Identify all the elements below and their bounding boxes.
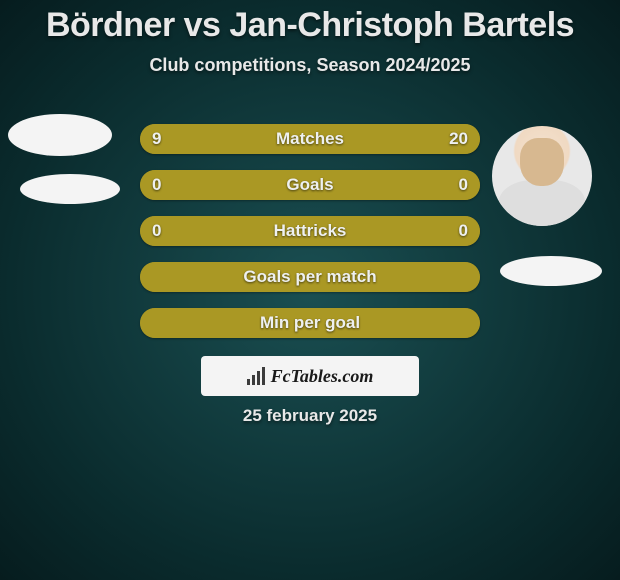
page-title: Bördner vs Jan-Christoph Bartels [0, 0, 620, 45]
bar-fill-right [245, 124, 480, 154]
stat-row-goals-per-match: Goals per match [140, 262, 480, 292]
snapshot-date: 25 february 2025 [0, 406, 620, 426]
stat-row-hattricks: 0 Hattricks 0 [140, 216, 480, 246]
stat-bars: 9 Matches 20 0 Goals 0 0 Hattricks 0 Goa… [140, 124, 480, 354]
bar-fill-full [140, 308, 480, 338]
player-left-team-badge [20, 174, 120, 204]
logo-text: FcTables.com [271, 366, 374, 387]
player-right-team-badge [500, 256, 602, 286]
bar-fill-right [310, 216, 480, 246]
subtitle: Club competitions, Season 2024/2025 [0, 55, 620, 76]
stat-row-min-per-goal: Min per goal [140, 308, 480, 338]
bar-fill-left [140, 124, 245, 154]
bar-fill-right [310, 170, 480, 200]
stat-row-goals: 0 Goals 0 [140, 170, 480, 200]
stat-row-matches: 9 Matches 20 [140, 124, 480, 154]
player-left-avatar [8, 114, 112, 156]
bar-fill-full [140, 262, 480, 292]
player-right-avatar [492, 126, 592, 226]
bar-fill-left [140, 216, 310, 246]
fctables-logo: FcTables.com [201, 356, 419, 396]
logo-bars-icon [247, 367, 265, 385]
bar-fill-left [140, 170, 310, 200]
